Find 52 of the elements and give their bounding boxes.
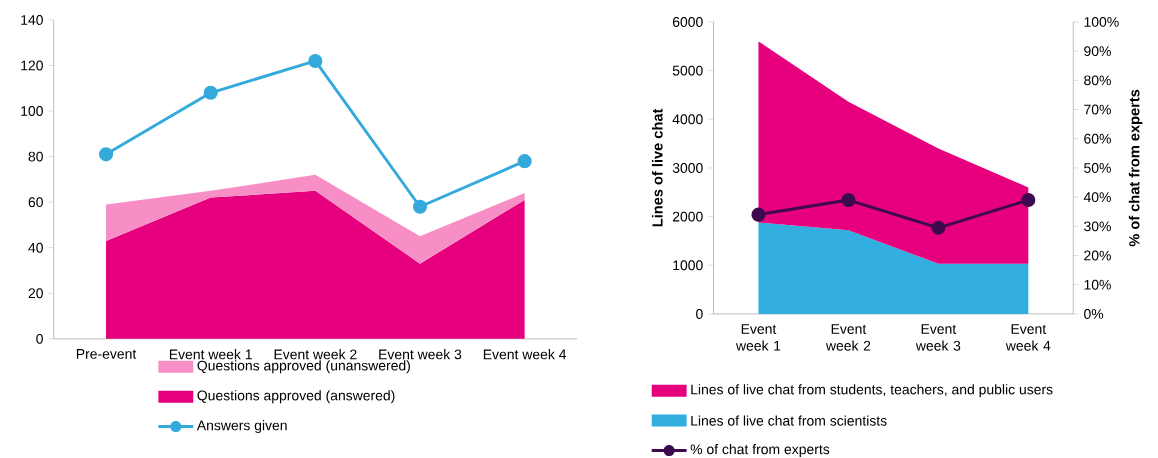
point (308, 53, 323, 68)
y-tick-label: 4000 (672, 114, 703, 124)
y-tick-label: 80 (28, 151, 43, 162)
y-tick-label: 0 (696, 308, 703, 319)
y-tick-label: 1000 (673, 260, 703, 270)
legend-label: % of chat from experts (690, 443, 830, 457)
point (1021, 192, 1036, 207)
y2-tick-label: 90% (1084, 45, 1111, 56)
legend-label: Questions approved (unanswered) (197, 360, 410, 374)
y2-tick-label: 50% (1084, 162, 1111, 173)
y2-tick-label: 80% (1084, 75, 1111, 86)
point (517, 153, 532, 168)
y2-tick-label: 30% (1084, 221, 1111, 232)
y2-tick-label: 40% (1083, 191, 1111, 202)
y-tick-label: 6000 (672, 16, 703, 27)
y2-tick-label: 10% (1084, 279, 1111, 290)
x-tick-label: Event week 3 (915, 323, 961, 351)
y2-tick-label: 70% (1084, 104, 1111, 115)
y-axis-title: Lines of live chat (651, 108, 663, 227)
point (99, 147, 114, 162)
y2-tick-label: 20% (1084, 250, 1111, 261)
legend-label: Answers given (196, 419, 287, 433)
x-tick-label: Event week 1 (735, 323, 781, 351)
point (751, 207, 766, 222)
x-tick-label: Event week 4 (483, 348, 567, 360)
x-tick-label: Event week 3 (379, 348, 462, 360)
x-tick-label: Pre-event (76, 348, 137, 359)
y-tick-label: 2000 (672, 211, 703, 222)
y-tick-label: 3000 (672, 162, 703, 173)
point (203, 85, 218, 100)
y2-tick-label: 60% (1084, 133, 1111, 144)
x-tick-label: Event week 1 (169, 348, 252, 360)
y-tick-label: 40 (28, 242, 43, 253)
y-tick-label: 140 (21, 14, 43, 25)
x-tick-label: Event week 2 (825, 323, 871, 351)
y-tick-label: 100 (21, 105, 43, 116)
y-tick-label: 60 (28, 197, 43, 207)
y2-tick-label: 0% (1084, 308, 1104, 319)
legend-label: Lines of live chat from scientists (691, 415, 887, 426)
legend-label: Lines of live chat from students, teachers, and public users (691, 383, 1053, 397)
point (412, 199, 428, 214)
point (931, 220, 946, 235)
y-tick-label: 5000 (672, 65, 703, 76)
point (841, 192, 856, 207)
y2-tick-label: 100% (1084, 16, 1119, 27)
y2-axis-title: % of chat from experts (1128, 89, 1143, 247)
y-tick-label: 0 (36, 333, 43, 344)
x-tick-label: Event week 4 (1005, 323, 1051, 351)
x-tick-label: Event week 2 (274, 348, 357, 360)
y-tick-label: 120 (21, 60, 43, 71)
y-tick-label: 20 (28, 288, 43, 299)
legend-label: Questions approved (answered) (197, 389, 395, 403)
